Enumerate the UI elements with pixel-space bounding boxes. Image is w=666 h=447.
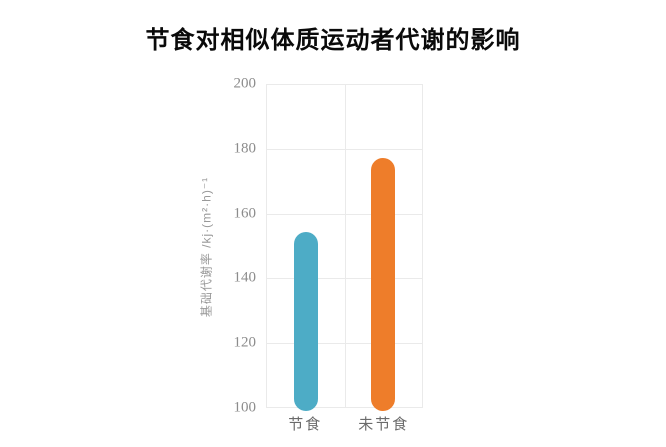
plot-area (266, 84, 423, 411)
y-tick-label: 140 (233, 269, 257, 286)
chart-title: 节食对相似体质运动者代谢的影响 (145, 27, 521, 54)
x-axis-labels: 节食 未节食 (266, 413, 423, 437)
y-tick-label: 200 (233, 75, 257, 92)
y-tick-label: 100 (233, 399, 257, 416)
x-category-label: 未节食 (358, 416, 410, 433)
h-gridline (267, 149, 422, 151)
vertical-gridline (344, 85, 346, 407)
bar-节食 (293, 232, 318, 411)
h-gridline (267, 342, 422, 344)
h-gridline (267, 278, 422, 280)
bar-未节食 (371, 157, 396, 411)
h-gridline (267, 213, 422, 215)
x-category-label: 节食 (288, 416, 323, 433)
y-tick-label: 120 (233, 334, 257, 351)
y-axis-ticks: 100 120 140 160 180 200 (0, 76, 257, 416)
y-tick-label: 160 (233, 205, 257, 222)
y-tick-label: 180 (233, 140, 257, 157)
